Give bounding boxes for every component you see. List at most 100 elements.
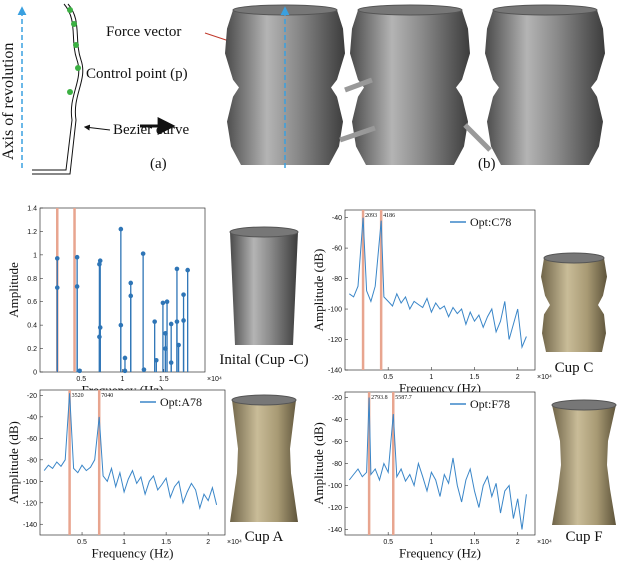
x-tick-label: 1.5 xyxy=(159,376,169,383)
cup-rim xyxy=(492,4,598,16)
x-tick-label: 2 xyxy=(206,539,210,546)
x-tick-label: 0.5 xyxy=(383,374,393,381)
x-tick-label: 0.5 xyxy=(383,539,393,546)
stem-head xyxy=(128,293,134,299)
marker-label: 3520 xyxy=(72,393,84,399)
y-axis-title: Amplitude (dB) xyxy=(6,421,21,504)
plot-frame xyxy=(39,389,226,536)
y-tick-label: 0.4 xyxy=(27,323,37,330)
axis-label: Axis of revolution xyxy=(0,43,17,160)
x-axis-title: Frequency (Hz) xyxy=(399,546,481,561)
stem-head xyxy=(54,285,60,290)
x-exponent: ×10⁴ xyxy=(537,539,552,546)
marker-label: 7040 xyxy=(101,393,113,399)
bezier-curve xyxy=(32,3,84,175)
x-tick-label: 1.5 xyxy=(161,539,171,546)
caption: Inital (Cup -C) xyxy=(219,352,308,368)
control-point xyxy=(71,21,77,27)
x-tick-label: 0.5 xyxy=(76,376,86,383)
plot-frame xyxy=(344,391,536,536)
stem-head xyxy=(174,319,180,324)
cup-body xyxy=(541,258,607,352)
y-tick-label: -100 xyxy=(328,307,342,314)
stem-head xyxy=(181,292,186,297)
legend-label: Opt:C78 xyxy=(470,215,511,229)
x-tick-label: 1.5 xyxy=(470,374,480,381)
y-axis-title: Amplitude (dB) xyxy=(311,422,326,505)
y-tick-label: -40 xyxy=(332,417,342,424)
stem-head xyxy=(74,254,80,260)
caption: Cup C xyxy=(555,360,594,376)
marker-label: 2093 xyxy=(365,213,377,219)
x-axis-title: Frequency (Hz) xyxy=(92,546,174,561)
x-tick-label: 2 xyxy=(516,539,520,546)
stem-head xyxy=(163,346,168,351)
curve-label: Bezier curve xyxy=(113,122,190,138)
x-tick-label: 1 xyxy=(121,376,125,383)
stem-head xyxy=(181,318,186,323)
marker-label: 5587.7 xyxy=(395,395,412,401)
y-tick-label: 0 xyxy=(33,370,37,377)
x-tick-label: 1.5 xyxy=(470,539,480,546)
x-tick-label: 1 xyxy=(429,374,433,381)
stem-head xyxy=(168,321,174,327)
legend-label: Opt:A78 xyxy=(160,395,202,409)
stem-head xyxy=(176,342,181,348)
y-tick-label: 0.6 xyxy=(27,299,37,306)
y-tick-label: -60 xyxy=(27,436,37,443)
spectrum-line xyxy=(349,217,527,350)
stem-head xyxy=(122,355,128,361)
cup-body xyxy=(552,405,616,525)
stem-head xyxy=(128,280,134,286)
y-axis-title: Amplitude (dB) xyxy=(311,249,326,332)
control-point xyxy=(67,7,73,13)
y-tick-label: -20 xyxy=(27,393,37,400)
legend-label: Opt:F78 xyxy=(470,397,510,411)
y-tick-label: -140 xyxy=(23,522,37,529)
control-point xyxy=(67,89,73,95)
control-point xyxy=(75,65,81,71)
plot-frame xyxy=(39,207,206,373)
marker-label: 2793.8 xyxy=(371,395,388,401)
charts: 0 0.2 0.4 0.6 0.8 1 1.2 1.4 0.5 1 1.5 ×10⁴ Frequency… xyxy=(6,206,552,561)
cup-renders xyxy=(225,4,617,525)
cup-rim xyxy=(229,226,299,238)
force-label: Force vector xyxy=(106,24,181,40)
y-tick-label: -80 xyxy=(27,457,37,464)
y-tick-label: -120 xyxy=(23,500,37,507)
cup-rim xyxy=(551,399,617,411)
y-tick-label: -60 xyxy=(332,246,342,253)
stem-head xyxy=(141,367,147,372)
cup-body xyxy=(230,232,298,345)
y-tick-label: -140 xyxy=(328,368,342,375)
caption: Cup F xyxy=(565,529,602,545)
stem-head xyxy=(97,334,102,340)
y-tick-label: -20 xyxy=(332,395,342,402)
stem-head xyxy=(54,256,60,261)
cup-rim xyxy=(357,4,463,16)
y-tick-label: 1 xyxy=(33,252,37,259)
spectrum-line xyxy=(43,393,218,511)
y-tick-label: -120 xyxy=(328,337,342,344)
stem-head xyxy=(97,258,103,264)
cup-body xyxy=(350,10,470,165)
x-tick-label: 0.5 xyxy=(77,539,87,546)
x-exponent: ×10⁴ xyxy=(207,376,222,383)
stem-head xyxy=(164,299,170,305)
probe xyxy=(339,125,376,143)
x-exponent: ×10⁴ xyxy=(227,539,242,546)
caption: Cup A xyxy=(245,529,284,545)
cup-body xyxy=(485,10,605,165)
stem-head xyxy=(97,325,103,330)
y-tick-label: -40 xyxy=(332,215,342,222)
stem-head xyxy=(152,319,157,324)
marker-label: 4186 xyxy=(383,213,395,219)
y-tick-label: 1.2 xyxy=(27,229,37,236)
cup-body xyxy=(230,400,298,522)
x-tick-label: 1 xyxy=(122,539,126,546)
stem-head xyxy=(118,322,124,328)
stem-head xyxy=(168,360,174,365)
y-axis-title: Amplitude xyxy=(6,262,21,318)
y-tick-label: -80 xyxy=(332,276,342,283)
